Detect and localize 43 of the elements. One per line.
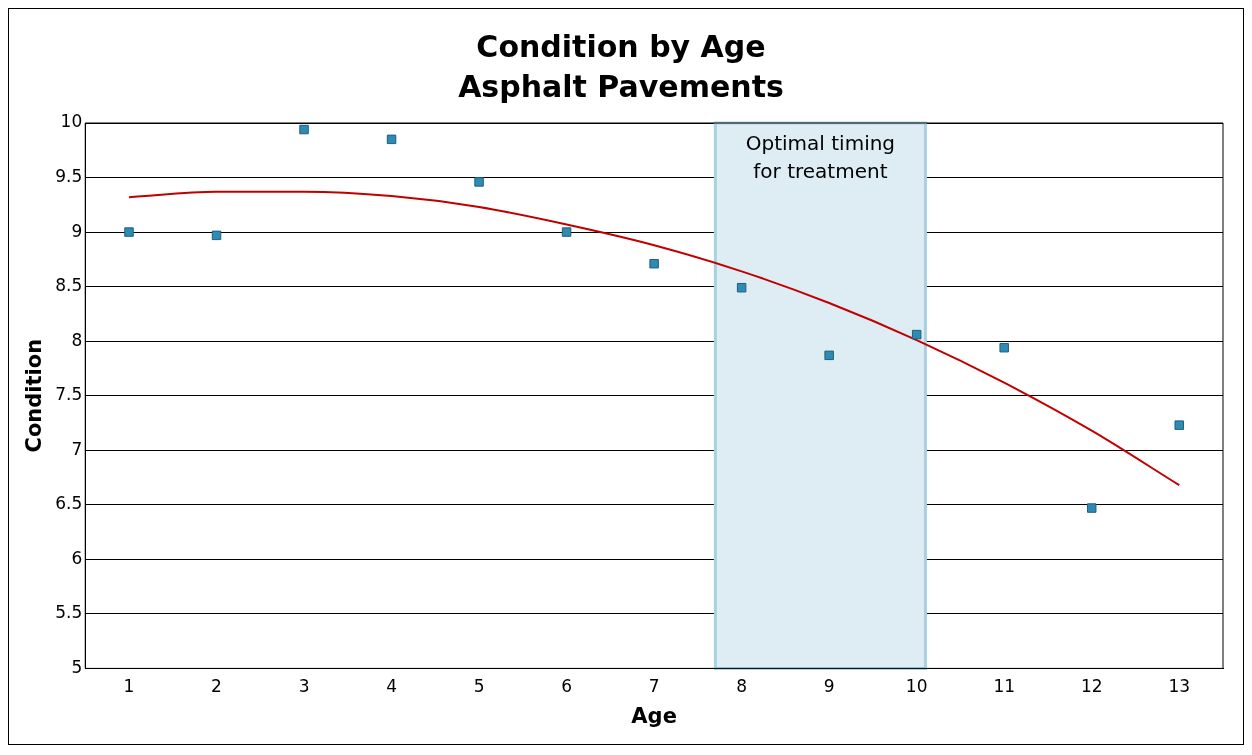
y-tick-label: 5.5 [55,602,83,623]
point [474,177,484,187]
chart-title: Condition by Age [476,28,766,64]
point [561,227,572,237]
x-tick-label: 2 [211,676,222,697]
y-tick-label: 6.5 [55,493,83,514]
point [736,282,747,293]
point [124,227,134,237]
x-tick-label: 1 [123,676,135,697]
chart-subtitle: Asphalt Pavements [458,68,784,104]
x-tick-label: 7 [648,676,660,697]
x-tick-label: 10 [905,676,928,697]
y-tick-label: 10 [60,111,83,132]
point [649,258,659,269]
x-tick-label: 6 [561,676,573,697]
x-tick-label: 13 [1168,676,1191,697]
y-tick-label: 9 [71,220,83,241]
point [1086,503,1097,513]
x-tick-label: 4 [386,676,397,697]
y-tick-label: 7.5 [55,384,83,405]
point [999,342,1009,353]
point [211,230,222,241]
point [299,124,309,135]
y-tick-label: 5 [71,656,83,677]
y-tick-label: 7 [71,438,83,459]
y-tick-label: 8.5 [55,275,83,296]
line-series [128,190,1181,487]
y-tick-label: 9.5 [55,165,83,186]
point [386,134,397,145]
point [911,329,922,340]
y-tick-label: 8 [71,329,83,350]
x-tick-label: 12 [1080,676,1103,697]
band-label: Optimal timing for treatment [745,131,896,184]
y-tick-label: 6 [71,547,83,568]
point [824,350,834,361]
x-tick-label: 3 [298,676,310,697]
y-axis-title: Condition [22,338,47,453]
x-tick-label: 9 [823,676,835,697]
x-tick-label: 5 [473,676,485,697]
point [1174,420,1184,430]
x-tick-label: 8 [736,676,748,697]
x-tick-label: 11 [993,676,1016,697]
x-axis-title: Age [631,703,677,728]
